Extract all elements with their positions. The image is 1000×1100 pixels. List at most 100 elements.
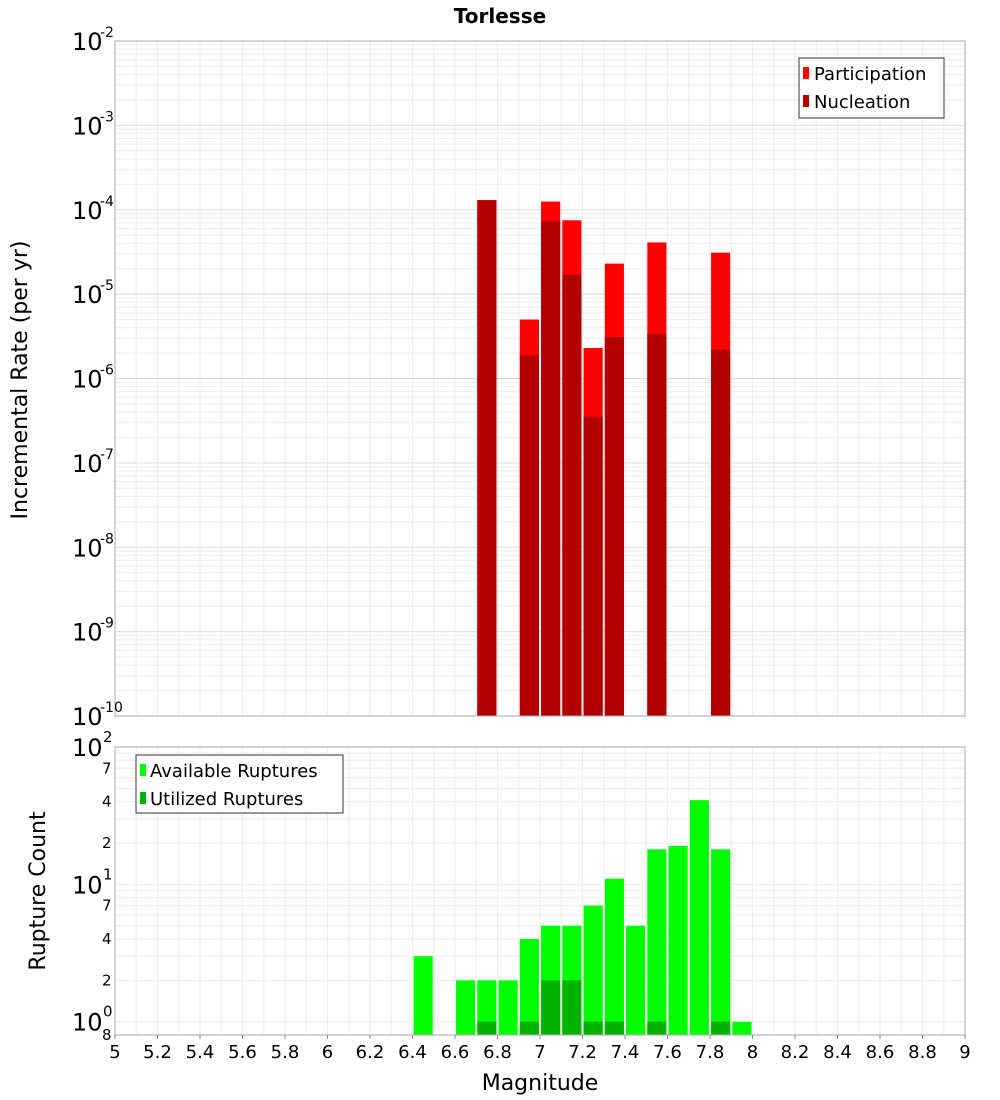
bottom-y-minor-tick-label: 7	[102, 897, 112, 915]
bar-available-ruptures	[498, 980, 518, 1035]
x-tick-label: 6.2	[356, 1042, 385, 1063]
top-y-tick-base: 10	[72, 112, 103, 140]
legend-swatch-nucleation	[803, 95, 809, 107]
bottom-y-minor-tick-label: 2	[102, 971, 112, 989]
top-y-tick-base: 10	[72, 197, 103, 225]
bar-available-ruptures	[413, 956, 433, 1035]
bottom-y-minor-tick-label: 4	[102, 930, 112, 948]
bottom-y-axis-label: Rupture Count	[26, 811, 51, 971]
top-y-tick-exponent: -6	[100, 363, 114, 379]
bar-nucleation	[477, 200, 497, 716]
bar-utilized-ruptures	[562, 980, 582, 1035]
bottom-y-tick-base: 10	[72, 1009, 103, 1037]
bottom-y-minor-tick-label: 7	[102, 759, 112, 777]
legend-swatch-available	[140, 764, 146, 776]
bar-utilized-ruptures	[604, 1021, 624, 1035]
top-y-tick-base: 10	[72, 534, 103, 562]
bar-available-ruptures	[647, 849, 667, 1035]
legend-label-utilized: Utilized Ruptures	[150, 789, 303, 810]
bottom-y-minor-tick-label: 2	[102, 834, 112, 852]
legend-swatch-participation	[803, 67, 809, 79]
top-legend: Participation Nucleation	[798, 57, 945, 119]
top-y-tick-exponent: -10	[100, 700, 123, 716]
legend-label-participation: Participation	[814, 64, 926, 85]
bottom-y-tick-base: 10	[72, 734, 103, 762]
x-tick-label: 5.8	[271, 1042, 300, 1063]
x-tick-label: 6	[322, 1042, 333, 1063]
top-y-tick-exponent: -5	[100, 278, 114, 294]
bar-utilized-ruptures	[477, 1021, 497, 1035]
x-tick-label: 7	[534, 1042, 545, 1063]
top-y-tick-exponent: -8	[100, 531, 114, 547]
bar-available-ruptures	[604, 878, 624, 1035]
bottom-y-tick-exponent: 1	[103, 865, 113, 883]
bottom-y-minor-tick-label: 4	[102, 793, 112, 811]
top-y-tick-base: 10	[72, 366, 103, 394]
chart-title: Torlesse	[454, 4, 546, 28]
bar-available-ruptures	[711, 849, 731, 1035]
bar-utilized-ruptures	[519, 1021, 539, 1035]
top-gridlines	[114, 41, 966, 717]
x-tick-label: 7.4	[611, 1042, 640, 1063]
top-bars	[477, 200, 731, 717]
top-y-tick-base: 10	[72, 703, 103, 731]
bar-available-ruptures	[668, 846, 688, 1035]
bar-nucleation	[519, 354, 539, 716]
top-y-axis-label: Incremental Rate (per yr)	[8, 241, 33, 520]
x-tick-label: 5.4	[186, 1042, 215, 1063]
x-tick-label: 5	[109, 1042, 120, 1063]
x-axis-label: Magnitude	[482, 1071, 599, 1096]
top-y-tick-exponent: -3	[100, 109, 114, 125]
x-tick-label: 6.6	[441, 1042, 470, 1063]
top-y-tick-base: 10	[72, 450, 103, 478]
bar-available-ruptures	[456, 980, 476, 1035]
x-tick-label: 8.4	[823, 1042, 852, 1063]
x-tick-labels: 5 5.2 5.4 5.6 5.8 6 6.2 6.4 6.6 6.8 7 7.2 7.4 7.6 7.8 8…	[109, 1035, 971, 1063]
x-tick-label: 8.2	[781, 1042, 810, 1063]
x-tick-label: 8.8	[908, 1042, 937, 1063]
top-y-tick-exponent: -2	[100, 25, 114, 41]
bar-nucleation	[562, 274, 582, 716]
bar-utilized-ruptures	[583, 1021, 603, 1035]
legend-swatch-utilized	[140, 792, 146, 804]
top-y-tick-exponent: -9	[100, 616, 114, 632]
top-plot-frame	[114, 40, 966, 717]
bar-available-ruptures	[626, 925, 646, 1035]
x-tick-label: 8	[747, 1042, 758, 1063]
bar-nucleation	[711, 349, 731, 716]
top-y-tick-exponent: -7	[100, 447, 114, 463]
bar-utilized-ruptures	[711, 1021, 731, 1035]
bar-nucleation	[647, 333, 667, 716]
x-tick-label: 8.6	[866, 1042, 895, 1063]
bar-utilized-ruptures	[541, 980, 561, 1035]
x-tick-label: 7.8	[696, 1042, 725, 1063]
bottom-y-minor-tick-label: 8	[102, 1026, 112, 1044]
x-tick-label: 7.2	[568, 1042, 597, 1063]
legend-label-nucleation: Nucleation	[814, 92, 910, 113]
bar-available-ruptures	[583, 905, 603, 1035]
bar-available-ruptures	[732, 1021, 752, 1035]
bar-nucleation	[604, 337, 624, 716]
x-tick-label: 5.2	[143, 1042, 172, 1063]
bottom-legend-box	[135, 754, 344, 814]
bottom-bars	[413, 800, 752, 1035]
bottom-y-tick-base: 10	[72, 871, 103, 899]
bar-available-ruptures	[519, 939, 539, 1035]
bar-utilized-ruptures	[647, 1021, 667, 1035]
bar-available-ruptures	[477, 980, 497, 1035]
legend-label-available: Available Ruptures	[150, 761, 318, 782]
top-y-tick-exponent: -4	[100, 194, 114, 210]
x-tick-label: 9	[959, 1042, 970, 1063]
bottom-y-tick-exponent: 0	[103, 1003, 113, 1021]
bar-nucleation	[541, 221, 561, 716]
top-y-tick-base: 10	[72, 619, 103, 647]
x-tick-label: 5.6	[228, 1042, 257, 1063]
top-y-tick-base: 10	[72, 281, 103, 309]
x-tick-label: 6.4	[398, 1042, 427, 1063]
x-tick-label: 7.6	[653, 1042, 682, 1063]
bottom-y-tick-exponent: 2	[103, 728, 113, 746]
bar-nucleation	[583, 416, 603, 716]
top-legend-box	[798, 57, 945, 119]
